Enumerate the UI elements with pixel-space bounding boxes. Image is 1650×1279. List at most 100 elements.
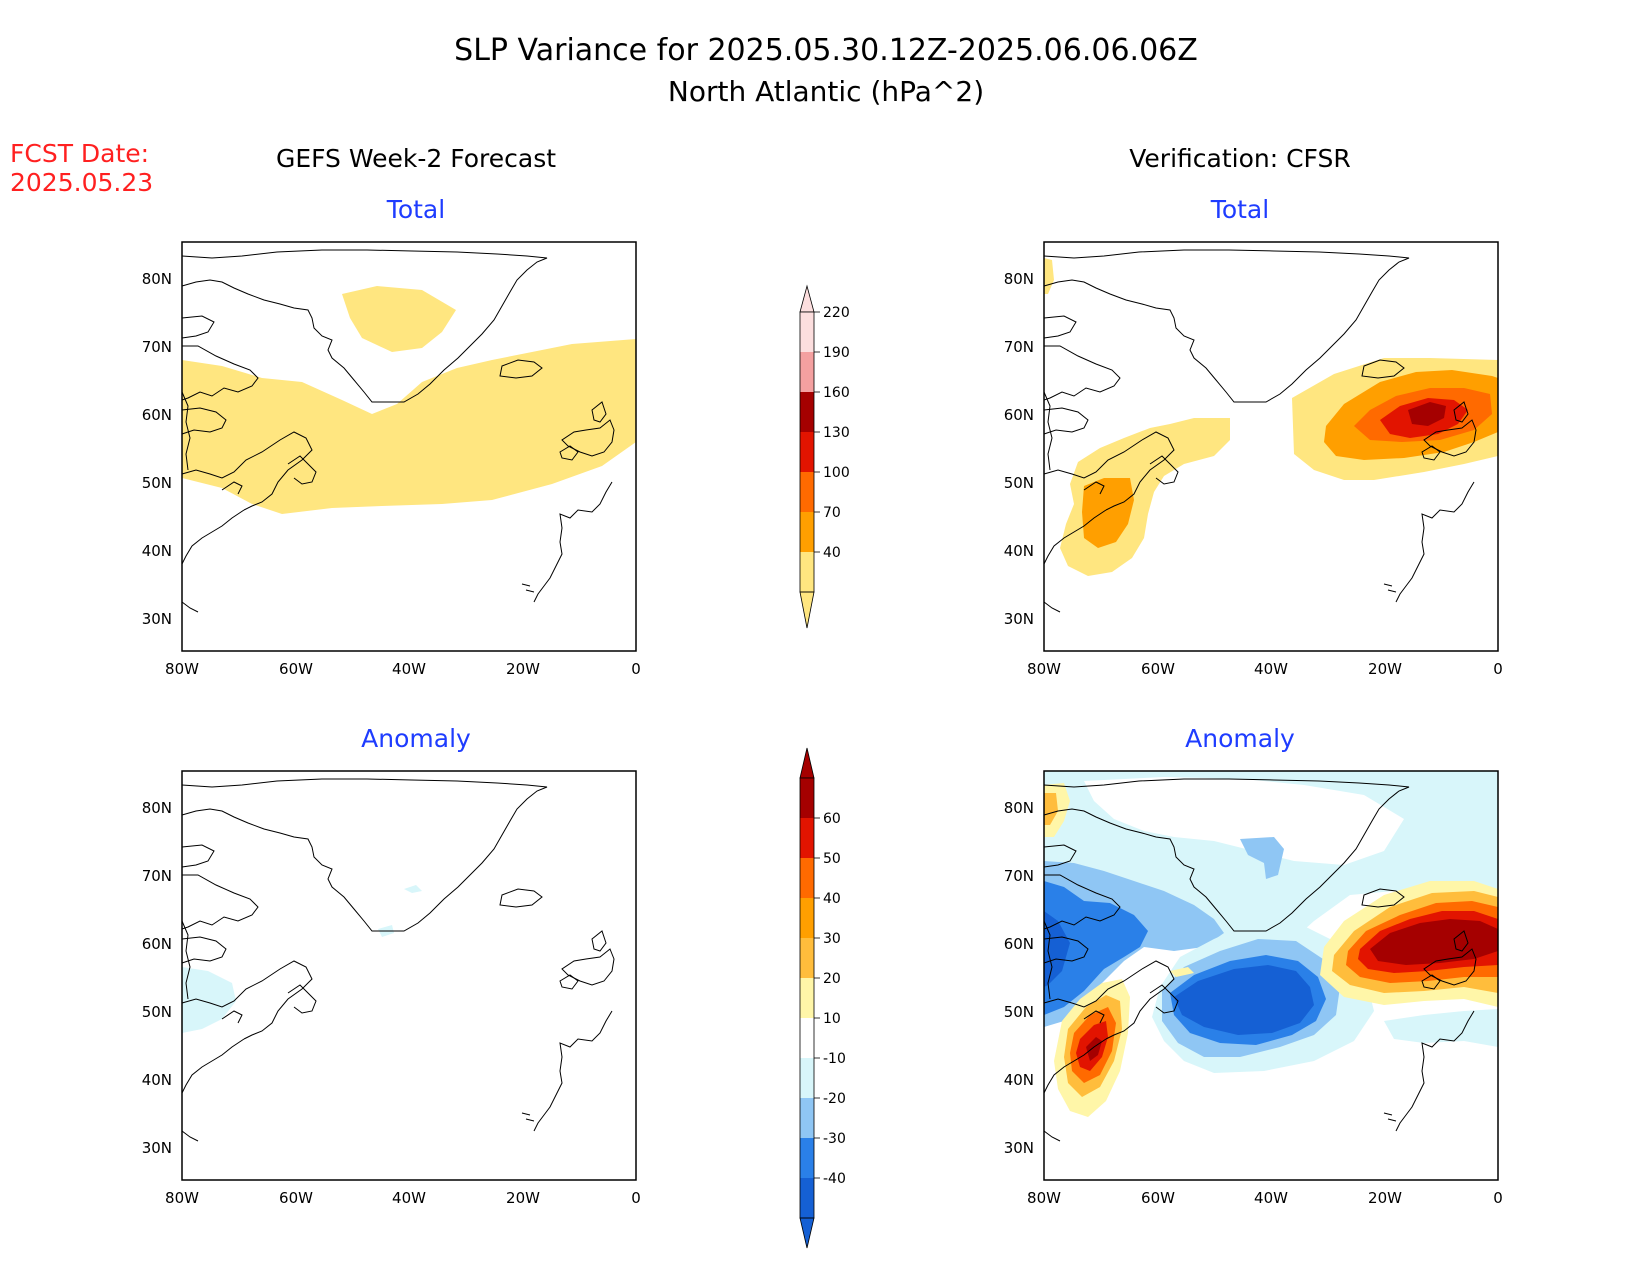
lat-label: 80N [1004, 799, 1034, 817]
lon-label: 80W [1027, 1189, 1061, 1207]
lon-label: 80W [165, 660, 199, 678]
colorbar-tick-label: 130 [823, 425, 850, 441]
lat-label: 80N [142, 799, 172, 817]
left-column-title: GEFS Week-2 Forecast [276, 144, 556, 173]
lat-label: 30N [1004, 610, 1034, 628]
fcst-date-value: 2025.05.23 [10, 168, 153, 197]
lat-label: 80N [142, 270, 172, 288]
colorbar-segment [800, 432, 814, 472]
colorbar-tick-label: 10 [823, 1011, 841, 1027]
colorbar-segment [800, 818, 814, 858]
colorbar-tick-label: 70 [823, 505, 841, 521]
colorbar-segment [800, 1138, 814, 1178]
panel-title-left-anomaly: Anomaly [361, 724, 471, 753]
lat-label: 60N [1004, 406, 1034, 424]
colorbar-tick-label: -10 [823, 1051, 846, 1067]
colorbar-tick-label: 190 [823, 345, 850, 361]
colorbar-tick-label: 160 [823, 385, 850, 401]
colorbar-segment [800, 392, 814, 432]
lat-label: 30N [1004, 1139, 1034, 1157]
lon-label: 0 [1493, 660, 1503, 678]
lat-label: 40N [142, 542, 172, 560]
colorbar-tick-label: -40 [823, 1171, 846, 1187]
colorbar-segment [800, 1058, 814, 1098]
lat-label: 60N [1004, 935, 1034, 953]
lon-label: 60W [279, 1189, 313, 1207]
lat-label: 60N [142, 935, 172, 953]
lat-label: 30N [142, 1139, 172, 1157]
colorbar-tick-label: -30 [823, 1131, 846, 1147]
map-cfsr-total [1043, 241, 1499, 652]
colorbar-tick-label: -20 [823, 1091, 846, 1107]
axis-labels-cfsr-anomaly: 80N 70N 60N 50N 40N 30N 80W 60W 40W 20W … [1004, 799, 1503, 1207]
lat-label: 40N [1004, 1071, 1034, 1089]
panel-title-right-total: Total [1210, 195, 1269, 224]
lon-label: 40W [392, 1189, 426, 1207]
lon-label: 60W [279, 660, 313, 678]
lat-label: 60N [142, 406, 172, 424]
map-gefs-anomaly [181, 770, 637, 1181]
axis-labels-gefs-anomaly: 80N 70N 60N 50N 40N 30N 80W 60W 40W 20W … [142, 799, 641, 1207]
lon-label: 40W [1254, 660, 1288, 678]
lon-label: 20W [1368, 1189, 1402, 1207]
lat-label: 30N [142, 610, 172, 628]
colorbar-tick-label: 40 [823, 891, 841, 907]
colorbar-segment [800, 472, 814, 512]
colorbar-segment [800, 858, 814, 898]
lon-label: 0 [1493, 1189, 1503, 1207]
colorbar-tick-label: 60 [823, 811, 841, 827]
lon-label: 0 [631, 660, 641, 678]
lon-label: 80W [165, 1189, 199, 1207]
lat-label: 80N [1004, 270, 1034, 288]
lat-label: 70N [142, 867, 172, 885]
colorbar-total: 40 70 100 130 160 190 220 [799, 284, 850, 629]
colorbar-top-arrow [799, 284, 815, 313]
map-cfsr-anomaly [1043, 770, 1499, 1181]
colorbar-tick-label: 20 [823, 971, 841, 987]
colorbar-frame [799, 777, 815, 1219]
lon-label: 60W [1141, 660, 1175, 678]
main-title: SLP Variance for 2025.05.30.12Z-2025.06.… [454, 33, 1198, 68]
colorbar-top-arrow [799, 747, 815, 779]
lat-label: 70N [1004, 867, 1034, 885]
lon-label: 40W [392, 660, 426, 678]
colorbar-segment [800, 898, 814, 938]
colorbar-tick-label: 40 [823, 545, 841, 561]
colorbar-bottom-arrow [799, 1217, 815, 1249]
colorbar-segment [800, 938, 814, 978]
lat-label: 50N [142, 474, 172, 492]
main-subtitle: North Atlantic (hPa^2) [668, 75, 984, 108]
colorbar-segment [800, 1178, 814, 1218]
colorbar-segment [800, 1018, 814, 1058]
panel-title-right-anomaly: Anomaly [1185, 724, 1295, 753]
lon-label: 40W [1254, 1189, 1288, 1207]
right-column-title: Verification: CFSR [1129, 144, 1350, 173]
lon-label: 60W [1141, 1189, 1175, 1207]
colorbar-segment [800, 552, 814, 592]
lat-label: 50N [1004, 1003, 1034, 1021]
colorbar-tick-label: 100 [823, 465, 850, 481]
colorbar-segment [800, 1098, 814, 1138]
map-gefs-total [181, 241, 637, 652]
lon-label: 20W [1368, 660, 1402, 678]
colorbar-segment [800, 312, 814, 352]
colorbar-bottom-arrow [799, 591, 815, 629]
colorbar-segment [800, 778, 814, 818]
lon-label: 80W [1027, 660, 1061, 678]
colorbar-anomaly: -40 -30 -20 -10 10 20 30 40 50 60 [799, 747, 846, 1249]
lon-label: 20W [506, 660, 540, 678]
lon-label: 20W [506, 1189, 540, 1207]
panel-title-left-total: Total [386, 195, 445, 224]
lat-label: 50N [142, 1003, 172, 1021]
lat-label: 50N [1004, 474, 1034, 492]
colorbar-tick-label: 30 [823, 931, 841, 947]
colorbar-tick-label: 220 [823, 305, 850, 321]
colorbar-segment [800, 352, 814, 392]
fcst-date-label: FCST Date: [10, 139, 149, 168]
lat-label: 40N [1004, 542, 1034, 560]
lat-label: 40N [142, 1071, 172, 1089]
axis-labels-gefs-total: 80N 70N 60N 50N 40N 30N 80W 60W 40W 20W … [142, 270, 641, 678]
axis-labels-cfsr-total: 80N 70N 60N 50N 40N 30N 80W 60W 40W 20W … [1004, 270, 1503, 678]
colorbar-tick-label: 50 [823, 851, 841, 867]
